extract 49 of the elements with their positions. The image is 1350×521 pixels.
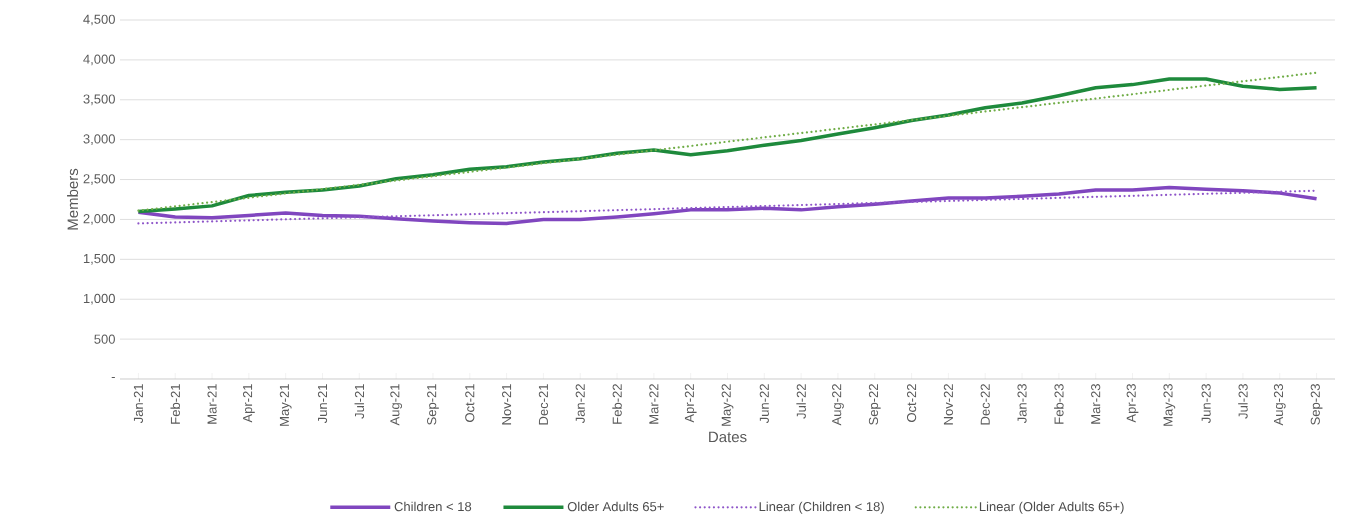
x-tick-label: Jan-23 xyxy=(1017,384,1027,424)
x-tick-label: Jul-21 xyxy=(354,384,365,419)
y-tick-label: 2,000 xyxy=(83,214,115,225)
x-tick-label: Aug-21 xyxy=(390,384,403,426)
y-tick-label: - xyxy=(111,377,115,379)
y-tick-label: 2,500 xyxy=(83,174,115,185)
x-tick-label: Nov-22 xyxy=(943,384,953,425)
x-tick-label: Feb-22 xyxy=(612,384,622,424)
x-tick-label: Mar-23 xyxy=(1091,384,1101,424)
y-tick-label: 1,000 xyxy=(83,293,115,305)
y-tick-label: 3,000 xyxy=(83,134,115,146)
x-tick-label: Jun-23 xyxy=(1201,384,1211,424)
x-tick-label: Feb-21 xyxy=(170,384,180,424)
x-tick-label: Jan-21 xyxy=(133,384,144,424)
y-tick-label: 500 xyxy=(94,334,115,344)
x-tick-label: Dec-22 xyxy=(980,384,990,425)
x-tick-label: Apr-23 xyxy=(1126,384,1139,423)
x-axis-title: Dates xyxy=(709,431,747,443)
legend-label: Older Adults 65+ xyxy=(567,501,664,512)
x-tick-label: May-21 xyxy=(279,384,292,426)
x-tick-label: Dec-21 xyxy=(538,384,549,425)
y-tick-label: 3,500 xyxy=(83,94,115,106)
x-tick-label: May-23 xyxy=(1163,384,1176,426)
y-axis-title: Members xyxy=(67,168,79,230)
x-tick-label: Sep-23 xyxy=(1310,384,1323,425)
x-tick-label: Oct-22 xyxy=(906,384,917,422)
x-tick-label: Jul-22 xyxy=(796,384,806,419)
x-tick-label: Sep-22 xyxy=(868,384,881,425)
x-tick-label: Jan-22 xyxy=(575,384,585,424)
legend-label: Children < 18 xyxy=(394,501,472,512)
x-tick-label: Jun-21 xyxy=(317,384,328,424)
y-tick-label: 4,000 xyxy=(83,54,115,66)
legend-label: Linear (Children < 18) xyxy=(759,501,884,514)
x-tick-label: Oct-21 xyxy=(465,384,475,422)
x-tick-label: Jul-23 xyxy=(1238,384,1248,419)
x-tick-label: May-22 xyxy=(721,384,734,426)
y-tick-label: 4,500 xyxy=(83,14,115,26)
x-tick-label: Mar-21 xyxy=(207,384,217,424)
x-tick-label: Aug-22 xyxy=(832,384,844,426)
x-tick-label: Feb-23 xyxy=(1054,384,1064,424)
x-tick-label: Sep-21 xyxy=(427,384,439,425)
y-tick-label: 1,500 xyxy=(83,253,115,265)
x-tick-label: Apr-21 xyxy=(242,384,255,423)
legend-label: Linear (Older Adults 65+) xyxy=(979,501,1124,514)
x-tick-label: Jun-22 xyxy=(759,384,769,424)
x-tick-label: Aug-23 xyxy=(1273,384,1286,426)
x-tick-label: Apr-22 xyxy=(684,384,697,423)
x-tick-label: Nov-21 xyxy=(501,384,512,425)
x-tick-label: Mar-22 xyxy=(649,384,659,424)
